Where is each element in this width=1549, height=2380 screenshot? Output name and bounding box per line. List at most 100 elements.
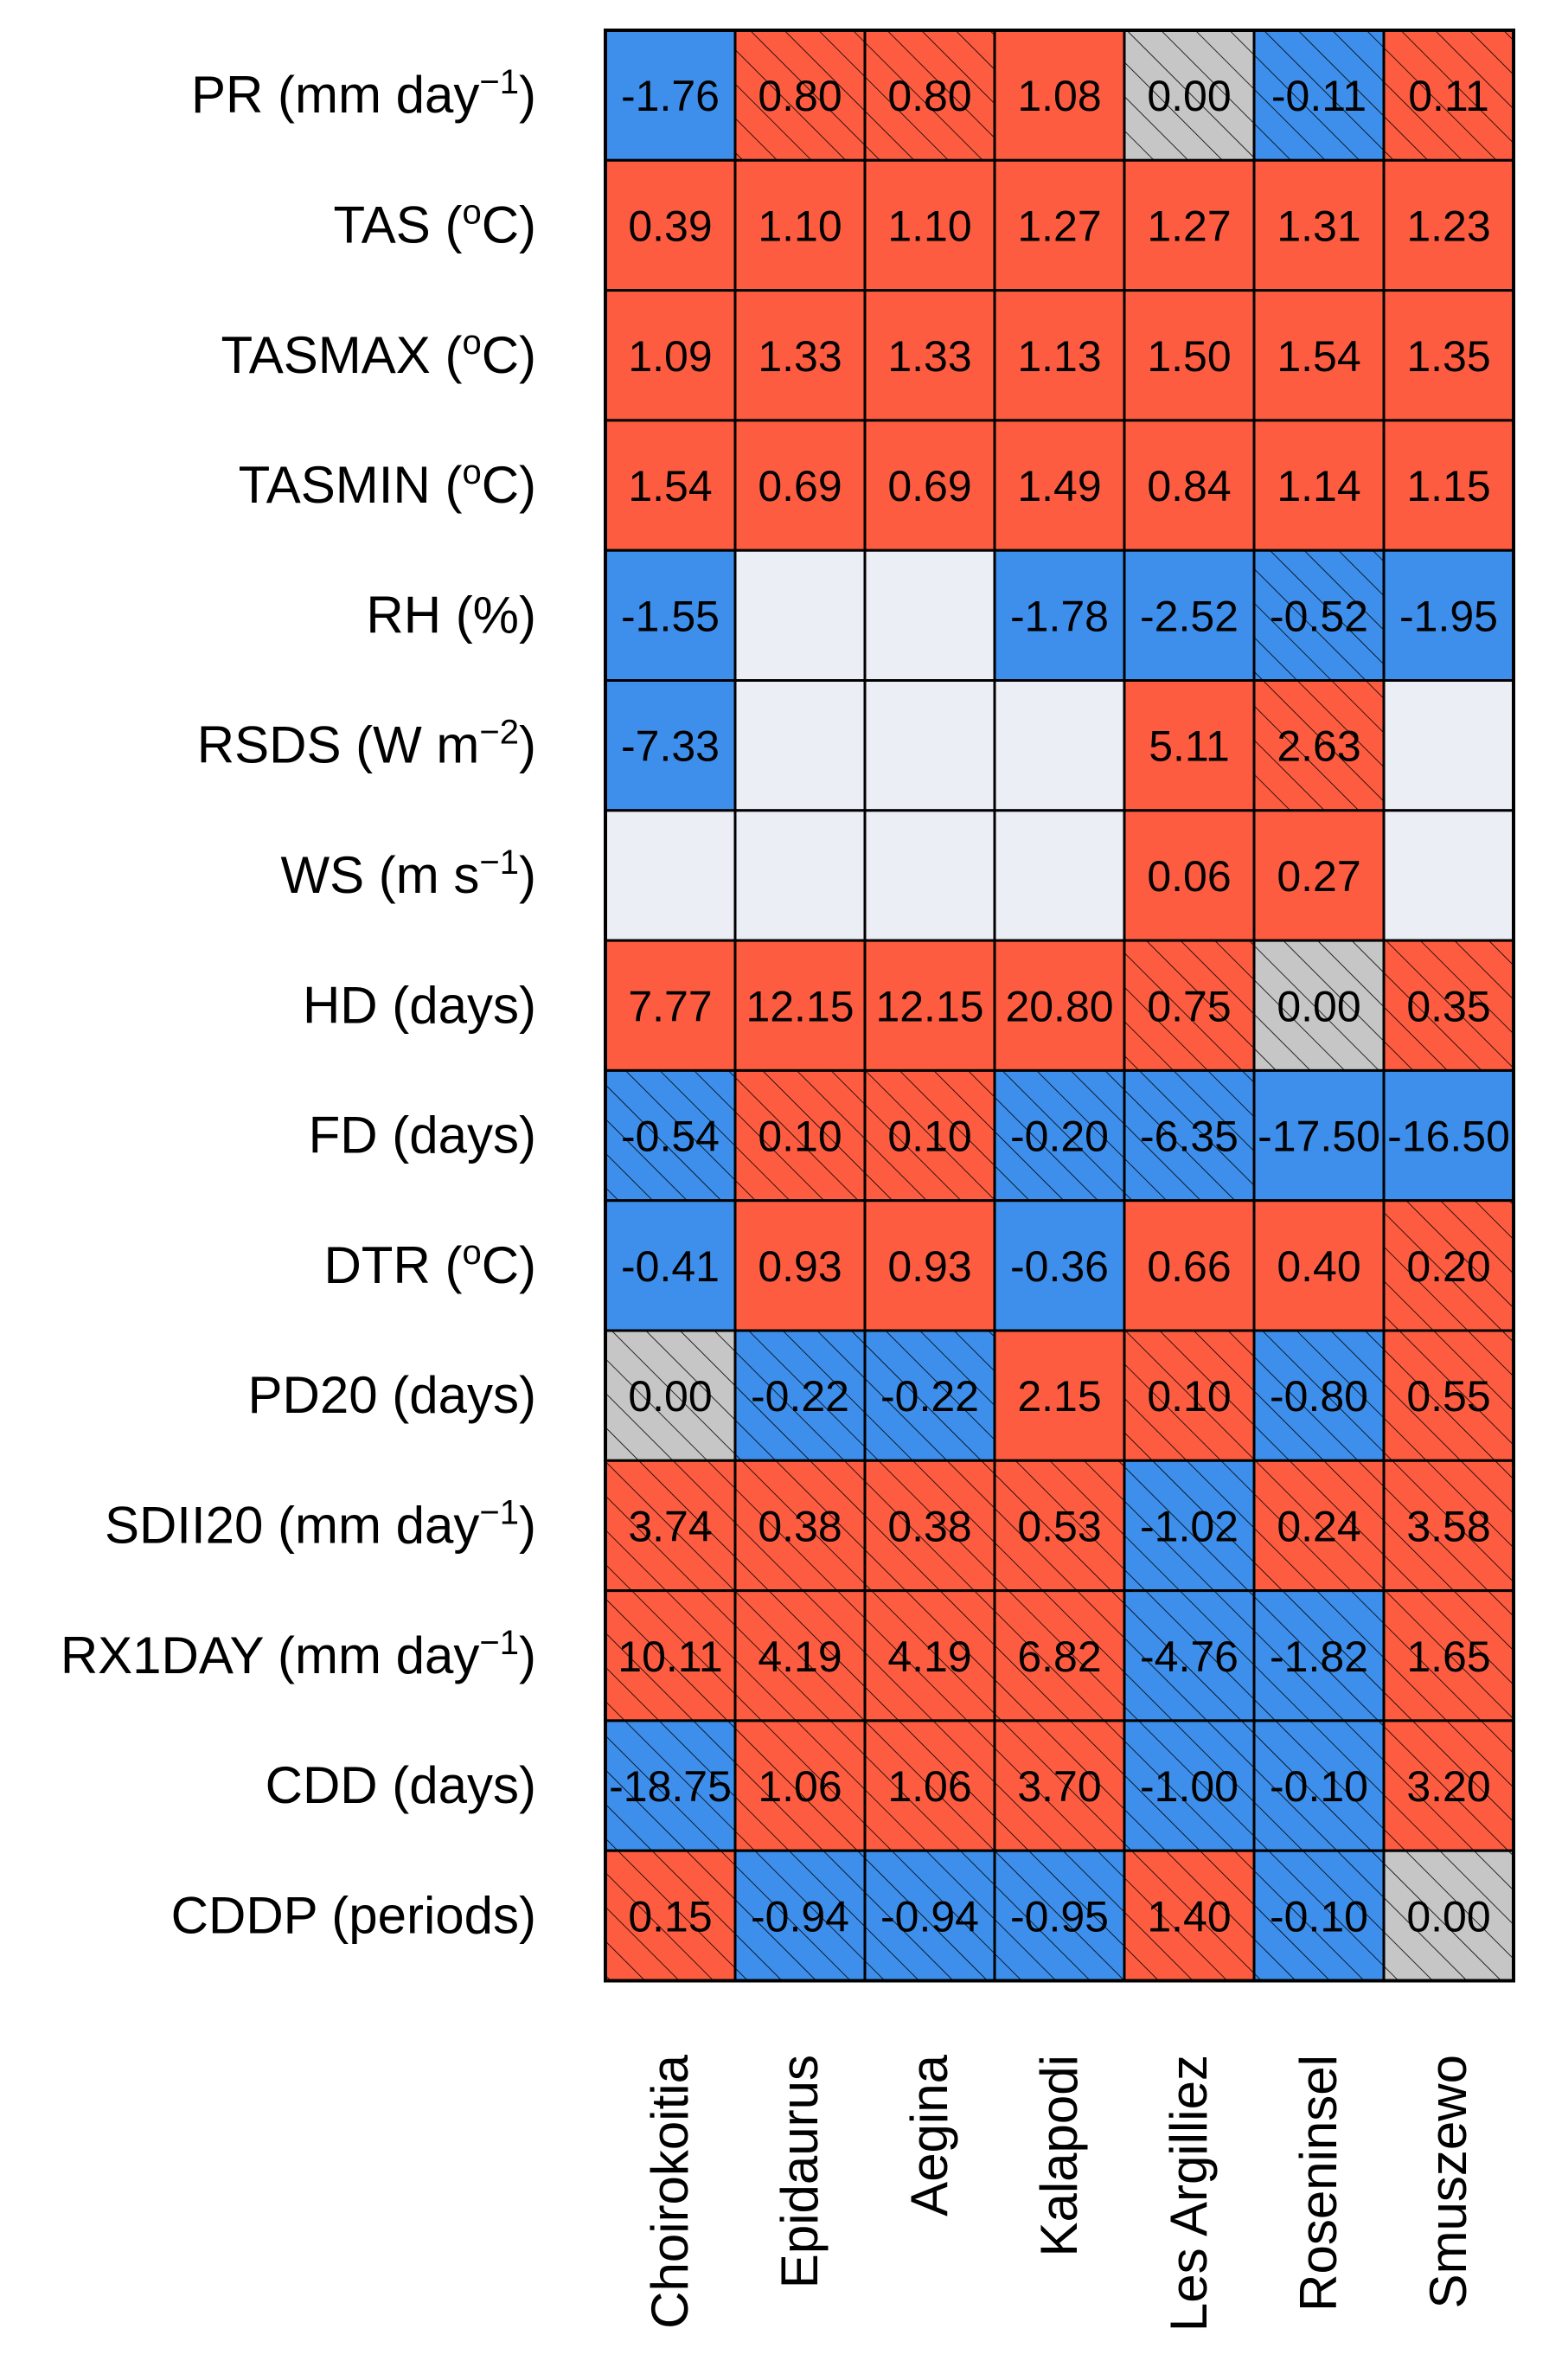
cell-value-3-0: 1.54 bbox=[628, 462, 712, 510]
row-label-6: WS (m s−1) bbox=[280, 844, 536, 904]
cell-0-3 bbox=[995, 30, 1124, 161]
cell-value-8-1: 0.10 bbox=[758, 1113, 842, 1161]
cell-9-5 bbox=[1254, 1200, 1384, 1331]
cell-value-5-0: -7.33 bbox=[621, 722, 720, 771]
cell-value-10-3: 2.15 bbox=[1017, 1372, 1101, 1421]
row-label-11: SDII20 (mm day−1) bbox=[105, 1493, 536, 1554]
hatch-0-6 bbox=[1384, 30, 1514, 161]
hatch-12-0 bbox=[605, 1590, 735, 1721]
cell-6-6 bbox=[1384, 810, 1514, 941]
hatch-8-0 bbox=[605, 1070, 735, 1201]
hatch-11-4 bbox=[1124, 1460, 1254, 1591]
cell-2-3 bbox=[995, 290, 1124, 420]
hatch-13-5 bbox=[1254, 1720, 1384, 1851]
hatch-8-1 bbox=[735, 1070, 865, 1201]
hatch-11-2 bbox=[865, 1460, 995, 1591]
cell-value-3-6: 1.15 bbox=[1406, 462, 1490, 510]
cell-3-4 bbox=[1124, 420, 1254, 551]
hatch-0-2 bbox=[865, 30, 995, 161]
row-label-8: FD (days) bbox=[309, 1107, 536, 1164]
row-label-7: HD (days) bbox=[303, 976, 536, 1034]
cell-value-14-0: 0.15 bbox=[628, 1892, 712, 1941]
cell-value-8-3: -0.20 bbox=[1010, 1113, 1109, 1161]
row-label-3: TASMIN (oC) bbox=[239, 453, 536, 514]
column-label-3: Kalapodi bbox=[1030, 2055, 1088, 2257]
hatch-7-6 bbox=[1384, 940, 1514, 1071]
cell-1-4 bbox=[1124, 160, 1254, 291]
row-label-2: TASMAX (oC) bbox=[221, 324, 536, 384]
hatch-13-6 bbox=[1384, 1720, 1514, 1851]
cell-9-4 bbox=[1124, 1200, 1254, 1331]
cell-value-3-1: 0.69 bbox=[758, 462, 842, 510]
cell-value-12-1: 4.19 bbox=[758, 1633, 842, 1681]
cell-value-3-5: 1.14 bbox=[1277, 462, 1360, 510]
cell-3-5 bbox=[1254, 420, 1384, 551]
cell-value-1-5: 1.31 bbox=[1277, 202, 1360, 250]
cell-value-2-5: 1.54 bbox=[1277, 332, 1360, 381]
cell-5-0 bbox=[605, 680, 735, 811]
hatch-14-6 bbox=[1384, 1851, 1514, 1981]
hatch-11-6 bbox=[1384, 1460, 1514, 1591]
cell-value-8-5: -17.50 bbox=[1258, 1113, 1380, 1161]
cell-value-10-0: 0.00 bbox=[628, 1372, 712, 1421]
cell-value-4-6: -1.95 bbox=[1399, 592, 1498, 640]
cell-value-11-2: 0.38 bbox=[887, 1502, 971, 1550]
cell-1-3 bbox=[995, 160, 1124, 291]
cell-9-3 bbox=[995, 1200, 1124, 1331]
hatch-7-4 bbox=[1124, 940, 1254, 1071]
cell-4-3 bbox=[995, 550, 1124, 681]
hatch-5-5 bbox=[1254, 680, 1384, 811]
cell-2-0 bbox=[605, 290, 735, 420]
row-label-4: RH (%) bbox=[366, 586, 536, 644]
hatch-13-4 bbox=[1124, 1720, 1254, 1851]
cell-value-8-2: 0.10 bbox=[887, 1113, 971, 1161]
hatch-12-1 bbox=[735, 1590, 865, 1721]
hatch-13-0 bbox=[605, 1720, 735, 1851]
hatch-10-2 bbox=[865, 1331, 995, 1461]
cell-value-0-4: 0.00 bbox=[1147, 72, 1231, 120]
grid-frame bbox=[604, 29, 1515, 1983]
cell-value-2-1: 1.33 bbox=[758, 332, 842, 381]
cell-value-13-3: 3.70 bbox=[1017, 1762, 1101, 1811]
cell-value-3-3: 1.49 bbox=[1017, 462, 1101, 510]
cell-value-10-6: 0.55 bbox=[1406, 1372, 1490, 1421]
cell-7-2 bbox=[865, 940, 995, 1071]
cell-value-0-2: 0.80 bbox=[887, 72, 971, 120]
cell-value-8-6: -16.50 bbox=[1387, 1113, 1510, 1161]
cell-3-1 bbox=[735, 420, 865, 551]
cell-value-7-1: 12.15 bbox=[746, 982, 854, 1030]
cell-value-5-4: 5.11 bbox=[1149, 722, 1230, 771]
cell-value-11-6: 3.58 bbox=[1406, 1502, 1490, 1550]
cell-value-14-3: -0.95 bbox=[1010, 1892, 1109, 1941]
hatch-14-1 bbox=[735, 1851, 865, 1981]
row-label-14: CDDP (periods) bbox=[171, 1886, 536, 1944]
hatch-12-2 bbox=[865, 1590, 995, 1721]
cell-9-0 bbox=[605, 1200, 735, 1331]
hatch-0-1 bbox=[735, 30, 865, 161]
cell-4-2 bbox=[865, 550, 995, 681]
cell-6-4 bbox=[1124, 810, 1254, 941]
cell-value-7-2: 12.15 bbox=[875, 982, 983, 1030]
cell-value-13-6: 3.20 bbox=[1406, 1762, 1490, 1811]
cell-5-6 bbox=[1384, 680, 1514, 811]
cell-value-14-1: -0.94 bbox=[751, 1892, 849, 1941]
cell-4-6 bbox=[1384, 550, 1514, 681]
cell-value-13-4: -1.00 bbox=[1140, 1762, 1239, 1811]
row-label-12: RX1DAY (mm day−1) bbox=[61, 1624, 536, 1684]
cell-8-5 bbox=[1254, 1070, 1384, 1201]
cell-4-0 bbox=[605, 550, 735, 681]
cell-value-2-2: 1.33 bbox=[887, 332, 971, 381]
cell-value-10-2: -0.22 bbox=[880, 1372, 979, 1421]
cell-value-7-4: 0.75 bbox=[1147, 982, 1231, 1030]
cell-3-2 bbox=[865, 420, 995, 551]
cell-value-11-0: 3.74 bbox=[628, 1502, 712, 1550]
row-label-0: PR (mm day−1) bbox=[191, 63, 536, 124]
column-label-2: Aegina bbox=[900, 2054, 958, 2216]
hatch-12-4 bbox=[1124, 1590, 1254, 1721]
hatch-14-4 bbox=[1124, 1851, 1254, 1981]
cell-value-4-5: -0.52 bbox=[1270, 592, 1368, 640]
hatch-4-5 bbox=[1254, 550, 1384, 681]
row-label-13: CDD (days) bbox=[266, 1756, 536, 1814]
cell-value-6-4: 0.06 bbox=[1147, 852, 1231, 901]
cell-value-14-2: -0.94 bbox=[880, 1892, 979, 1941]
